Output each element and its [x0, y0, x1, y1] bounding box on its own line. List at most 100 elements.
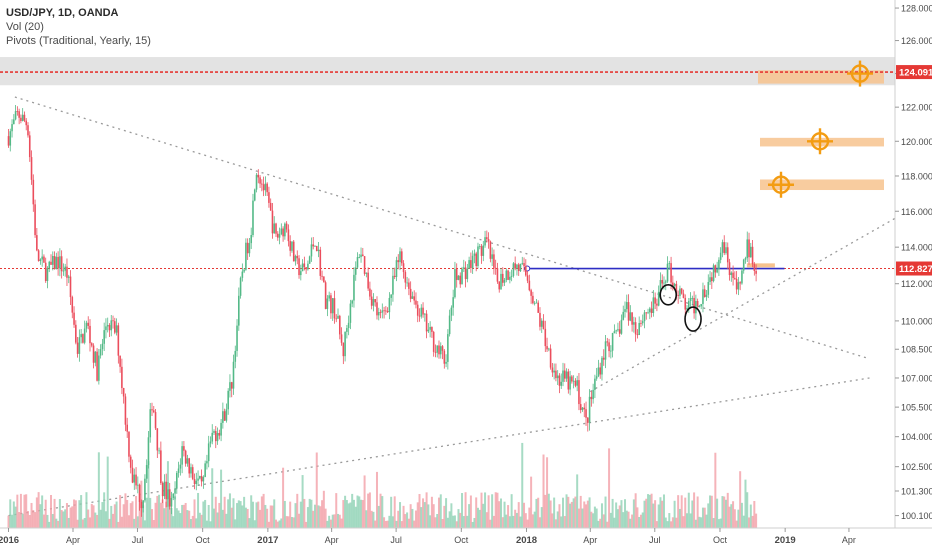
volume-bar: [650, 493, 653, 528]
volume-bar: [197, 492, 200, 528]
candle-body: [34, 204, 36, 236]
volume-bar: [524, 513, 527, 528]
candle-body: [255, 174, 258, 190]
volume-bar: [264, 504, 267, 528]
volume-bar: [21, 513, 24, 528]
candle-body: [85, 322, 88, 329]
candle-body: [611, 333, 614, 351]
price-tick-label: 108.500: [901, 345, 932, 355]
candle-body: [466, 268, 469, 280]
candle-body: [746, 239, 749, 259]
candle-body: [464, 267, 467, 280]
candle-body: [128, 431, 130, 457]
candle-body: [37, 250, 40, 262]
candle-body: [680, 288, 683, 294]
candle-body: [732, 272, 734, 278]
candle-body: [362, 254, 364, 257]
candle-body: [572, 380, 575, 382]
candle-body: [636, 334, 639, 336]
volume-bar: [609, 512, 612, 528]
candle-body: [23, 114, 26, 121]
candle-body: [76, 342, 79, 354]
volume-bar: [163, 508, 166, 528]
candle-body: [333, 298, 336, 319]
candle-body: [716, 269, 718, 273]
candle-body: [197, 478, 199, 481]
volume-bar: [384, 520, 387, 528]
volume-bar: [154, 502, 157, 528]
volume-bar: [299, 501, 302, 528]
candle-body: [555, 370, 557, 379]
volume-bar: [151, 509, 154, 528]
volume-bar: [122, 504, 125, 528]
volume-bar: [129, 503, 132, 528]
volume-bar: [542, 454, 545, 528]
candle-body: [643, 312, 646, 322]
volume-bar: [523, 502, 526, 528]
time-tick-label: Oct: [454, 535, 469, 545]
candle-body: [285, 223, 288, 230]
volume-bar: [703, 507, 706, 528]
volume-bar: [363, 475, 366, 528]
volume-bar: [473, 517, 476, 528]
candle-body: [399, 251, 401, 263]
candle-body: [457, 275, 460, 280]
candle-body: [523, 263, 525, 267]
candle-body: [124, 396, 127, 425]
volume-bar: [533, 511, 536, 528]
candle-body: [404, 272, 407, 283]
candle-body: [14, 111, 17, 120]
candle-body: [413, 296, 415, 301]
candle-body: [422, 307, 424, 315]
candle-body: [595, 376, 598, 379]
volume-bar: [501, 517, 504, 528]
price-tick-label: 126.000: [901, 36, 932, 46]
volume-bar: [416, 502, 419, 528]
candle-body: [119, 355, 121, 367]
volume-bar: [721, 496, 724, 528]
volume-bar: [351, 493, 354, 528]
candle-body: [59, 256, 61, 269]
volume-bar: [441, 518, 444, 528]
candle-body: [13, 119, 15, 125]
volume-bar: [480, 492, 483, 528]
candle-body: [519, 263, 522, 272]
candle-body: [718, 259, 720, 270]
volume-bar: [489, 519, 492, 528]
candle-body: [89, 325, 91, 344]
volume-bar: [360, 499, 363, 528]
volume-bar: [657, 504, 660, 528]
volume-bar: [466, 515, 469, 528]
volume-bar: [395, 520, 398, 528]
volume-bar: [462, 516, 465, 528]
volume-bar: [530, 476, 533, 528]
volume-bar: [556, 511, 559, 528]
volume-bar: [108, 518, 111, 528]
price-tick-label: 122.000: [901, 103, 932, 113]
volume-bar: [735, 520, 738, 528]
candle-body: [672, 282, 674, 287]
candle-body: [138, 484, 141, 502]
volume-bar: [613, 517, 616, 528]
candle-body: [152, 410, 155, 413]
volume-bar: [234, 519, 237, 528]
candle-body: [223, 411, 226, 421]
candle-body: [443, 350, 446, 364]
time-tick-label: Apr: [325, 535, 339, 545]
volume-bar: [705, 514, 708, 528]
candle-body: [115, 325, 118, 333]
volume-bar: [99, 509, 102, 528]
volume-bar: [344, 495, 347, 528]
candle-body: [656, 303, 658, 306]
candle-body: [742, 259, 745, 271]
candle-body: [73, 312, 75, 325]
candle-body: [46, 268, 49, 281]
volume-bar: [34, 512, 37, 528]
candle-body: [383, 310, 385, 312]
candle-body: [199, 476, 201, 479]
candle-body: [489, 241, 492, 259]
price-tick-label: 120.000: [901, 137, 932, 147]
candle-body: [193, 479, 196, 484]
candle-body: [106, 325, 109, 327]
